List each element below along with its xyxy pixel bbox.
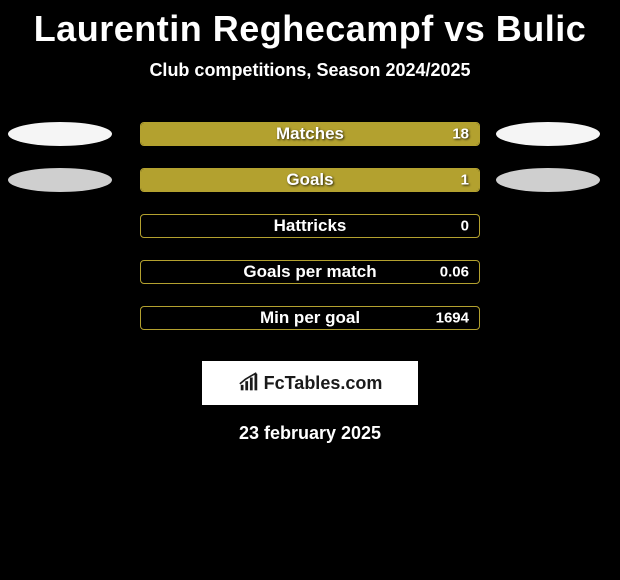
stat-row: Goals1	[0, 157, 620, 203]
stat-row: Goals per match0.06	[0, 249, 620, 295]
stat-bar: Matches18	[140, 122, 480, 146]
right-marker	[496, 122, 600, 146]
stat-bar-fill	[141, 123, 479, 145]
stat-row: Min per goal1694	[0, 295, 620, 341]
stat-bar: Hattricks0	[140, 214, 480, 238]
stat-label: Min per goal	[141, 308, 479, 328]
date-text: 23 february 2025	[0, 423, 620, 444]
stat-value: 0	[461, 218, 469, 235]
brand-logo: FcTables.com	[238, 372, 383, 394]
brand-logo-box: FcTables.com	[202, 361, 418, 405]
left-marker	[8, 122, 112, 146]
stat-value: 0.06	[440, 264, 469, 281]
chart-container: Laurentin Reghecampf vs Bulic Club compe…	[0, 0, 620, 580]
stat-row: Hattricks0	[0, 203, 620, 249]
stat-bar: Goals per match0.06	[140, 260, 480, 284]
left-marker	[8, 168, 112, 192]
stat-bar: Goals1	[140, 168, 480, 192]
stat-label: Hattricks	[141, 216, 479, 236]
page-subtitle: Club competitions, Season 2024/2025	[0, 60, 620, 81]
bar-chart-icon	[238, 372, 260, 394]
right-marker	[496, 168, 600, 192]
stat-value: 1694	[436, 310, 469, 327]
page-title: Laurentin Reghecampf vs Bulic	[0, 8, 620, 50]
stat-row: Matches18	[0, 111, 620, 157]
stat-label: Goals per match	[141, 262, 479, 282]
stat-bar: Min per goal1694	[140, 306, 480, 330]
brand-text: FcTables.com	[264, 373, 383, 394]
stats-area: Matches18 Goals1 Hattricks0 Goals per match…	[0, 111, 620, 341]
stat-bar-fill	[141, 169, 479, 191]
